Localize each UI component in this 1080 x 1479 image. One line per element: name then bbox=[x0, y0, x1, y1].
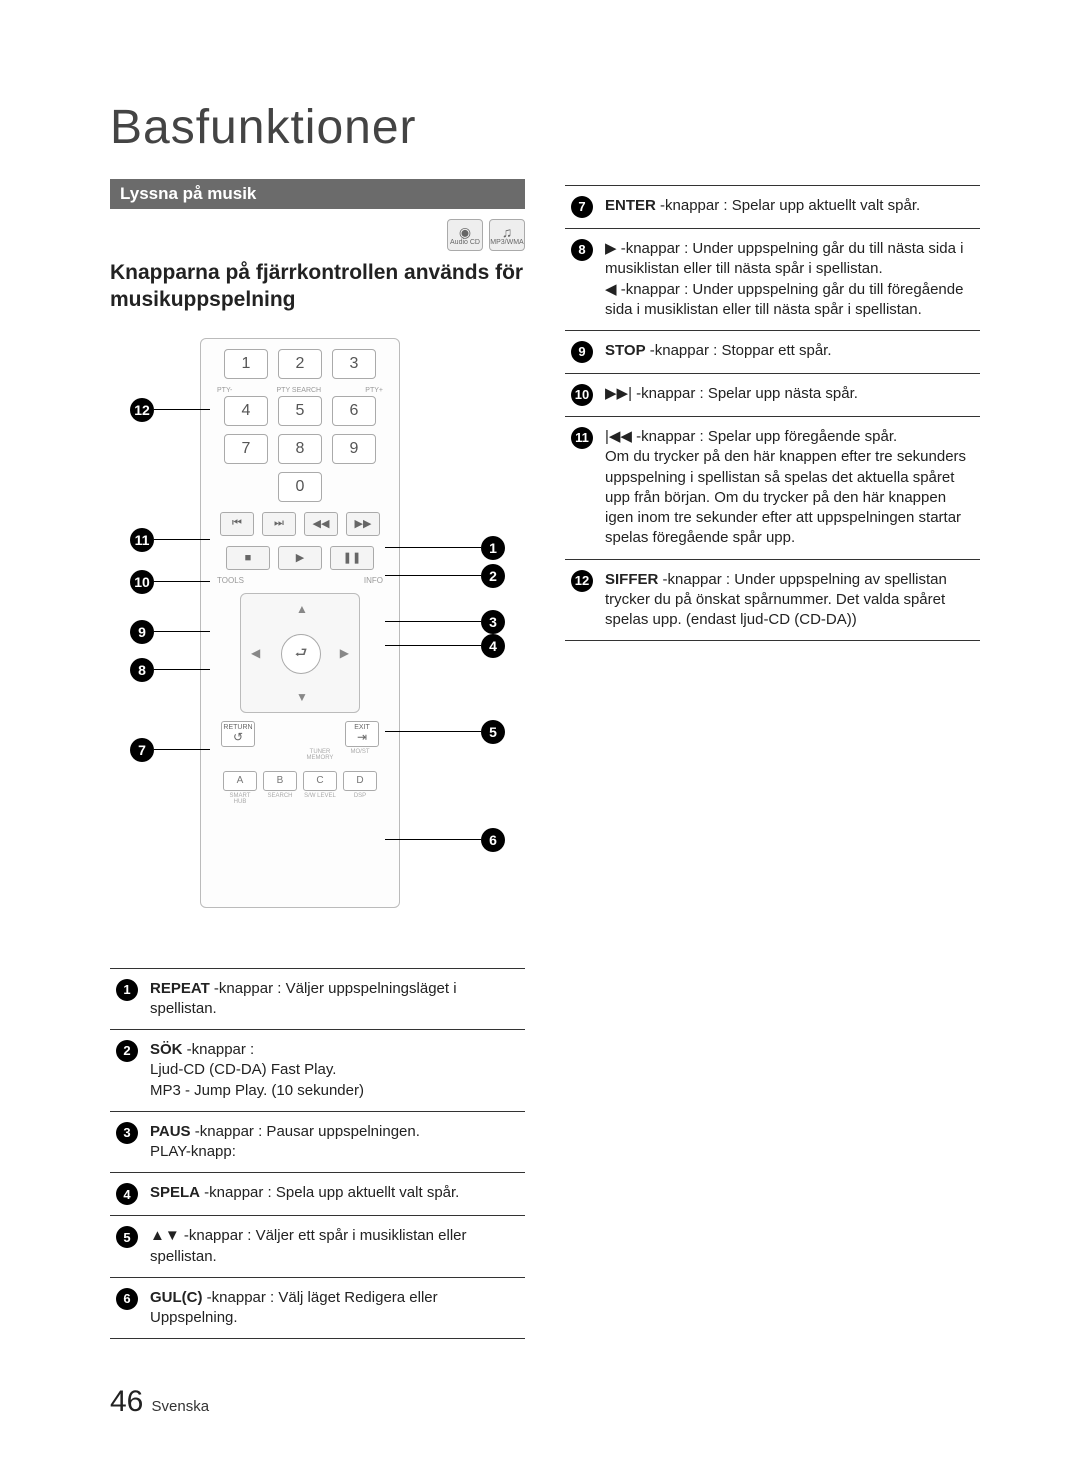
callout-9: 9 bbox=[130, 620, 210, 644]
row-text: PAUS -knappar : Pausar uppspelningen.PLA… bbox=[144, 1111, 525, 1173]
section-heading: Lyssna på musik bbox=[110, 179, 525, 209]
row-badge: 7 bbox=[571, 196, 593, 218]
audio-cd-icon: ◉ Audio CD bbox=[447, 219, 483, 251]
dpad-right-icon: ▶ bbox=[340, 646, 349, 660]
table-row: 9 STOP -knappar : Stoppar ett spår. bbox=[565, 331, 980, 374]
digit-1: 1 bbox=[224, 349, 268, 379]
row-badge: 8 bbox=[571, 239, 593, 261]
row-text: STOP -knappar : Stoppar ett spår. bbox=[599, 331, 980, 374]
enter-icon: ⮐ bbox=[281, 634, 321, 674]
digit-6: 6 bbox=[332, 396, 376, 426]
digit-4: 4 bbox=[224, 396, 268, 426]
digit-8: 8 bbox=[278, 434, 322, 464]
row-text: SIFFER -knappar : Under uppspelning av s… bbox=[599, 559, 980, 641]
callout-2: 2 bbox=[385, 564, 505, 588]
color-a-key: A bbox=[223, 771, 257, 791]
button-table-left: 1 REPEAT -knappar : Väljer uppspelningslä… bbox=[110, 968, 525, 1340]
table-row: 11 |◀◀ -knappar : Spelar upp föregående s… bbox=[565, 417, 980, 560]
page-title: Basfunktioner bbox=[110, 100, 980, 155]
row-text: SÖK -knappar :Ljud-CD (CD-DA) Fast Play.… bbox=[144, 1030, 525, 1112]
row-badge: 6 bbox=[116, 1288, 138, 1310]
row-text: ▲▼ -knappar : Väljer ett spår i musiklis… bbox=[144, 1216, 525, 1278]
dpad-up-icon: ▲ bbox=[296, 602, 308, 616]
stop-icon: ■ bbox=[226, 546, 270, 570]
tools-label: TOOLS bbox=[217, 576, 244, 585]
table-row: 2 SÖK -knappar :Ljud-CD (CD-DA) Fast Play… bbox=[110, 1030, 525, 1112]
next-track-icon: ⏭ bbox=[262, 512, 296, 536]
callout-1: 1 bbox=[385, 536, 505, 560]
sub-heading: Knapparna på fjärrkontrollen används för… bbox=[110, 259, 525, 314]
ffwd-icon: ▶▶ bbox=[346, 512, 380, 536]
row-text: SPELA -knappar : Spela upp aktuellt valt… bbox=[144, 1173, 525, 1216]
table-row: 4 SPELA -knappar : Spela upp aktuellt val… bbox=[110, 1173, 525, 1216]
row-badge: 10 bbox=[571, 384, 593, 406]
dpad-left-icon: ◀ bbox=[251, 646, 260, 660]
row-text: ▶▶| -knappar : Spelar upp nästa spår. bbox=[599, 374, 980, 417]
color-d-key: D bbox=[343, 771, 377, 791]
color-c-key: C bbox=[303, 771, 337, 791]
page-footer: 46 Svenska bbox=[110, 1385, 209, 1419]
digit-9: 9 bbox=[332, 434, 376, 464]
button-table-right: 7 ENTER -knappar : Spelar upp aktuellt va… bbox=[565, 185, 980, 641]
table-row: 12 SIFFER -knappar : Under uppspelning av… bbox=[565, 559, 980, 641]
color-b-key: B bbox=[263, 771, 297, 791]
row-text: ENTER -knappar : Spelar upp aktuellt val… bbox=[599, 186, 980, 229]
row-badge: 11 bbox=[571, 427, 593, 449]
pause-icon: ❚❚ bbox=[330, 546, 374, 570]
content-columns: Lyssna på musik ◉ Audio CD ♫ MP3/WMA Kna… bbox=[110, 179, 980, 1339]
callout-12: 12 bbox=[130, 398, 210, 422]
return-key: RETURN ↺ bbox=[221, 721, 255, 747]
rewind-icon: ◀◀ bbox=[304, 512, 338, 536]
table-row: 7 ENTER -knappar : Spelar upp aktuellt va… bbox=[565, 186, 980, 229]
remote-diagram: 1 2 3 PTY- PTY SEARCH PTY+ 4 5 6 7 8 bbox=[110, 338, 525, 938]
footer-language: Svenska bbox=[152, 1398, 210, 1415]
prev-track-icon: ⏮ bbox=[220, 512, 254, 536]
remote-body: 1 2 3 PTY- PTY SEARCH PTY+ 4 5 6 7 8 bbox=[200, 338, 400, 908]
row-badge: 2 bbox=[116, 1040, 138, 1062]
callout-11: 11 bbox=[130, 528, 210, 552]
callout-7: 7 bbox=[130, 738, 210, 762]
digit-3: 3 bbox=[332, 349, 376, 379]
exit-key: EXIT ⇥ bbox=[345, 721, 379, 747]
callout-10: 10 bbox=[130, 570, 210, 594]
callout-8: 8 bbox=[130, 658, 210, 682]
row-badge: 4 bbox=[116, 1183, 138, 1205]
table-row: 6 GUL(C) -knappar : Välj läget Redigera e… bbox=[110, 1277, 525, 1339]
row-badge: 3 bbox=[116, 1122, 138, 1144]
row-badge: 12 bbox=[571, 570, 593, 592]
table-row: 3 PAUS -knappar : Pausar uppspelningen.PL… bbox=[110, 1111, 525, 1173]
row-text: |◀◀ -knappar : Spelar upp föregående spå… bbox=[599, 417, 980, 560]
row-text: ▶ -knappar : Under uppspelning går du ti… bbox=[599, 229, 980, 331]
row-text: REPEAT -knappar : Väljer uppspelningsläg… bbox=[144, 968, 525, 1030]
digit-2: 2 bbox=[278, 349, 322, 379]
dpad: ▲ ▼ ◀ ▶ ⮐ bbox=[240, 593, 360, 713]
callout-6: 6 bbox=[385, 828, 505, 852]
info-label: INFO bbox=[364, 576, 383, 585]
callout-4: 4 bbox=[385, 634, 505, 658]
table-row: 1 REPEAT -knappar : Väljer uppspelningslä… bbox=[110, 968, 525, 1030]
format-icons: ◉ Audio CD ♫ MP3/WMA bbox=[110, 219, 525, 251]
table-row: 8 ▶ -knappar : Under uppspelning går du t… bbox=[565, 229, 980, 331]
digit-5: 5 bbox=[278, 396, 322, 426]
table-row: 5 ▲▼ -knappar : Väljer ett spår i musikli… bbox=[110, 1216, 525, 1278]
row-badge: 9 bbox=[571, 341, 593, 363]
play-icon: ▶ bbox=[278, 546, 322, 570]
digit-0: 0 bbox=[278, 472, 322, 502]
right-column: 7 ENTER -knappar : Spelar upp aktuellt va… bbox=[565, 185, 980, 1339]
callout-5: 5 bbox=[385, 720, 505, 744]
callout-3: 3 bbox=[385, 610, 505, 634]
row-text: GUL(C) -knappar : Välj läget Redigera el… bbox=[144, 1277, 525, 1339]
left-column: Lyssna på musik ◉ Audio CD ♫ MP3/WMA Kna… bbox=[110, 179, 525, 1339]
row-badge: 5 bbox=[116, 1226, 138, 1248]
dpad-down-icon: ▼ bbox=[296, 690, 308, 704]
table-row: 10 ▶▶| -knappar : Spelar upp nästa spår. bbox=[565, 374, 980, 417]
row-badge: 1 bbox=[116, 979, 138, 1001]
digit-7: 7 bbox=[224, 434, 268, 464]
mp3-wma-icon: ♫ MP3/WMA bbox=[489, 219, 525, 251]
page-number: 46 bbox=[110, 1385, 143, 1418]
